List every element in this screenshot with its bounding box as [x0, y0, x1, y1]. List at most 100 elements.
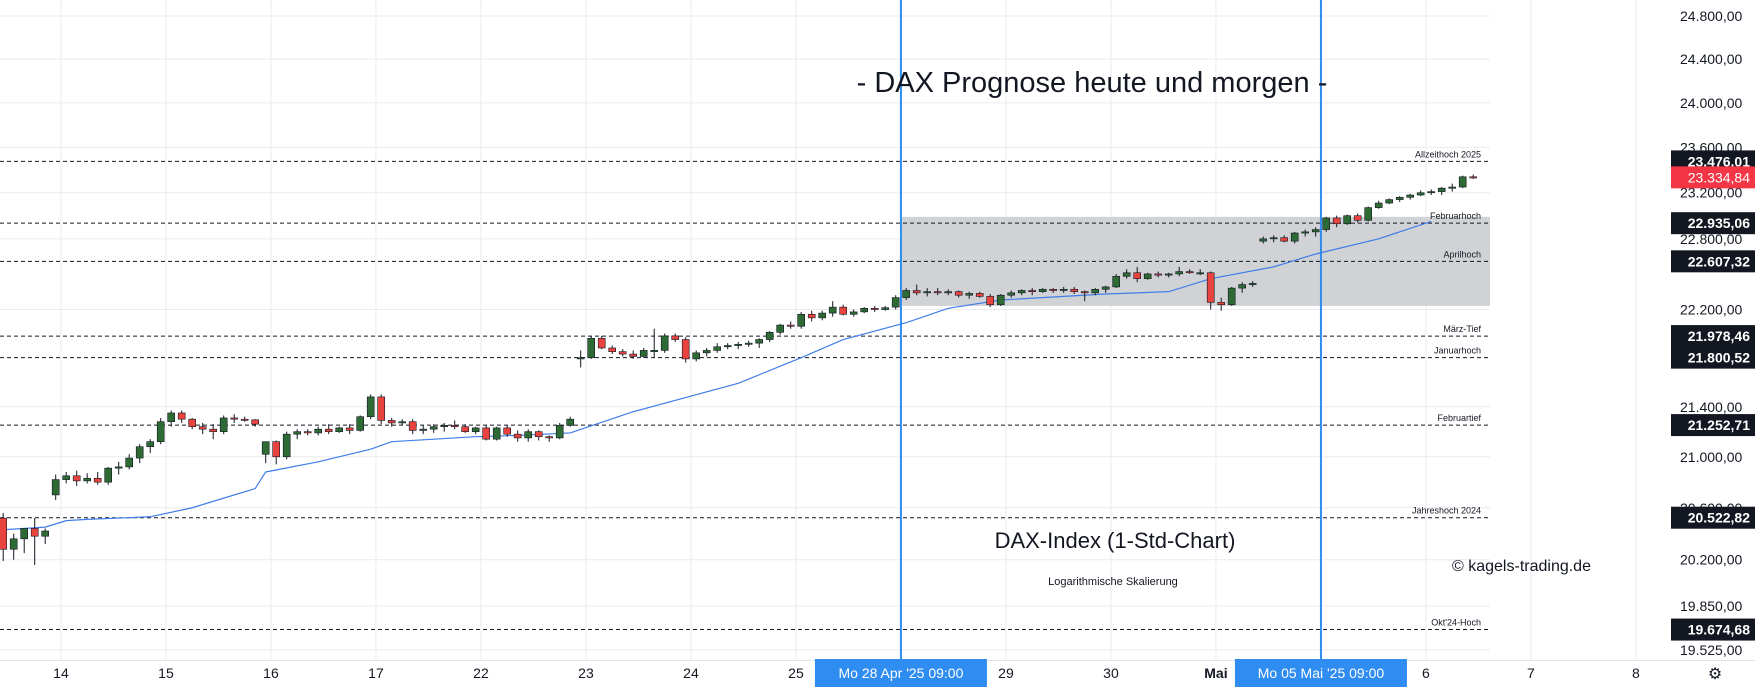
candle[interactable]	[1406, 193, 1414, 200]
candle[interactable]	[828, 301, 837, 317]
candle[interactable]	[1364, 206, 1372, 222]
candle[interactable]	[1007, 290, 1016, 298]
candle[interactable]	[1143, 272, 1152, 280]
candle[interactable]	[377, 394, 386, 425]
candle[interactable]	[209, 424, 217, 440]
candle[interactable]	[776, 323, 785, 335]
candle[interactable]	[639, 347, 648, 358]
candle[interactable]	[765, 331, 774, 342]
candle[interactable]	[303, 429, 312, 436]
candle[interactable]	[954, 290, 963, 298]
candle[interactable]	[1290, 231, 1299, 244]
candle[interactable]	[1049, 288, 1057, 293]
candle[interactable]	[9, 533, 18, 560]
candle[interactable]	[1227, 286, 1236, 306]
candle[interactable]	[83, 473, 91, 484]
candle[interactable]	[1448, 183, 1456, 192]
candle[interactable]	[482, 425, 491, 441]
candle[interactable]	[1059, 286, 1068, 293]
candle[interactable]	[702, 347, 711, 357]
candle[interactable]	[1112, 273, 1120, 289]
candle[interactable]	[965, 291, 974, 299]
candle[interactable]	[1322, 216, 1330, 232]
candle[interactable]	[1416, 190, 1425, 197]
candle[interactable]	[723, 343, 732, 350]
candle[interactable]	[1427, 189, 1435, 196]
candle[interactable]	[41, 528, 50, 545]
candle[interactable]	[492, 426, 501, 441]
candle[interactable]	[891, 295, 900, 310]
candle[interactable]	[177, 410, 186, 423]
candle[interactable]	[608, 345, 617, 355]
candle[interactable]	[1196, 269, 1204, 276]
candle[interactable]	[545, 435, 554, 442]
candle[interactable]	[671, 333, 680, 342]
candle[interactable]	[555, 422, 564, 440]
candle[interactable]	[240, 416, 249, 422]
candle[interactable]	[566, 416, 575, 427]
candle[interactable]	[1122, 269, 1131, 279]
candle[interactable]	[282, 431, 291, 460]
candle[interactable]	[387, 417, 396, 427]
candle[interactable]	[429, 424, 438, 433]
candle[interactable]	[272, 440, 281, 465]
candle[interactable]	[72, 470, 81, 486]
candle[interactable]	[933, 288, 942, 296]
candle[interactable]	[314, 426, 323, 436]
candle[interactable]	[1080, 290, 1089, 302]
candle[interactable]	[1301, 229, 1309, 237]
candle[interactable]	[1437, 187, 1446, 196]
candle[interactable]	[818, 310, 827, 321]
candle[interactable]	[534, 430, 543, 441]
candle[interactable]	[881, 305, 890, 311]
candle[interactable]	[440, 422, 449, 432]
candle[interactable]	[681, 337, 690, 363]
candle[interactable]	[167, 410, 175, 427]
candles[interactable]	[0, 174, 1477, 565]
candle[interactable]	[860, 307, 869, 314]
candle[interactable]	[618, 349, 627, 357]
candle[interactable]	[587, 335, 596, 359]
candle[interactable]	[1091, 288, 1099, 296]
candle[interactable]	[461, 424, 470, 433]
candle[interactable]	[398, 419, 407, 426]
candle[interactable]	[1017, 289, 1026, 296]
candle[interactable]	[251, 419, 259, 427]
candle[interactable]	[923, 288, 932, 297]
candle[interactable]	[975, 291, 984, 298]
candle[interactable]	[1385, 198, 1393, 205]
candle[interactable]	[870, 305, 879, 312]
candle[interactable]	[198, 422, 207, 435]
candle[interactable]	[786, 321, 795, 329]
candle[interactable]	[912, 284, 921, 296]
candle[interactable]	[135, 444, 144, 464]
candle[interactable]	[230, 414, 238, 423]
candle[interactable]	[93, 471, 102, 485]
candle[interactable]	[1343, 214, 1351, 225]
candle[interactable]	[576, 350, 585, 368]
candle[interactable]	[1458, 175, 1467, 189]
candle[interactable]	[629, 350, 638, 359]
candle[interactable]	[219, 415, 228, 435]
candle[interactable]	[62, 471, 71, 484]
candle[interactable]	[839, 304, 848, 316]
candle[interactable]	[1217, 297, 1225, 311]
candle[interactable]	[146, 439, 154, 454]
candle[interactable]	[1469, 174, 1477, 180]
candle[interactable]	[1164, 272, 1173, 278]
candle[interactable]	[125, 454, 133, 470]
candle[interactable]	[1133, 266, 1141, 283]
candle[interactable]	[902, 288, 911, 300]
candle[interactable]	[335, 426, 344, 433]
time-axis[interactable]: 14 15 16 17 22 23 24 25 29 30 Mai 6 7 8 Mo 28 Apr '25 …	[0, 659, 1755, 687]
candle[interactable]	[1101, 285, 1110, 293]
candle[interactable]	[1269, 235, 1278, 243]
candle[interactable]	[1395, 196, 1404, 202]
candle[interactable]	[1038, 288, 1047, 293]
candle[interactable]	[986, 294, 995, 308]
candle[interactable]	[1154, 271, 1162, 278]
candle[interactable]	[734, 341, 743, 350]
candle[interactable]	[996, 294, 1005, 306]
candle[interactable]	[1259, 236, 1267, 244]
